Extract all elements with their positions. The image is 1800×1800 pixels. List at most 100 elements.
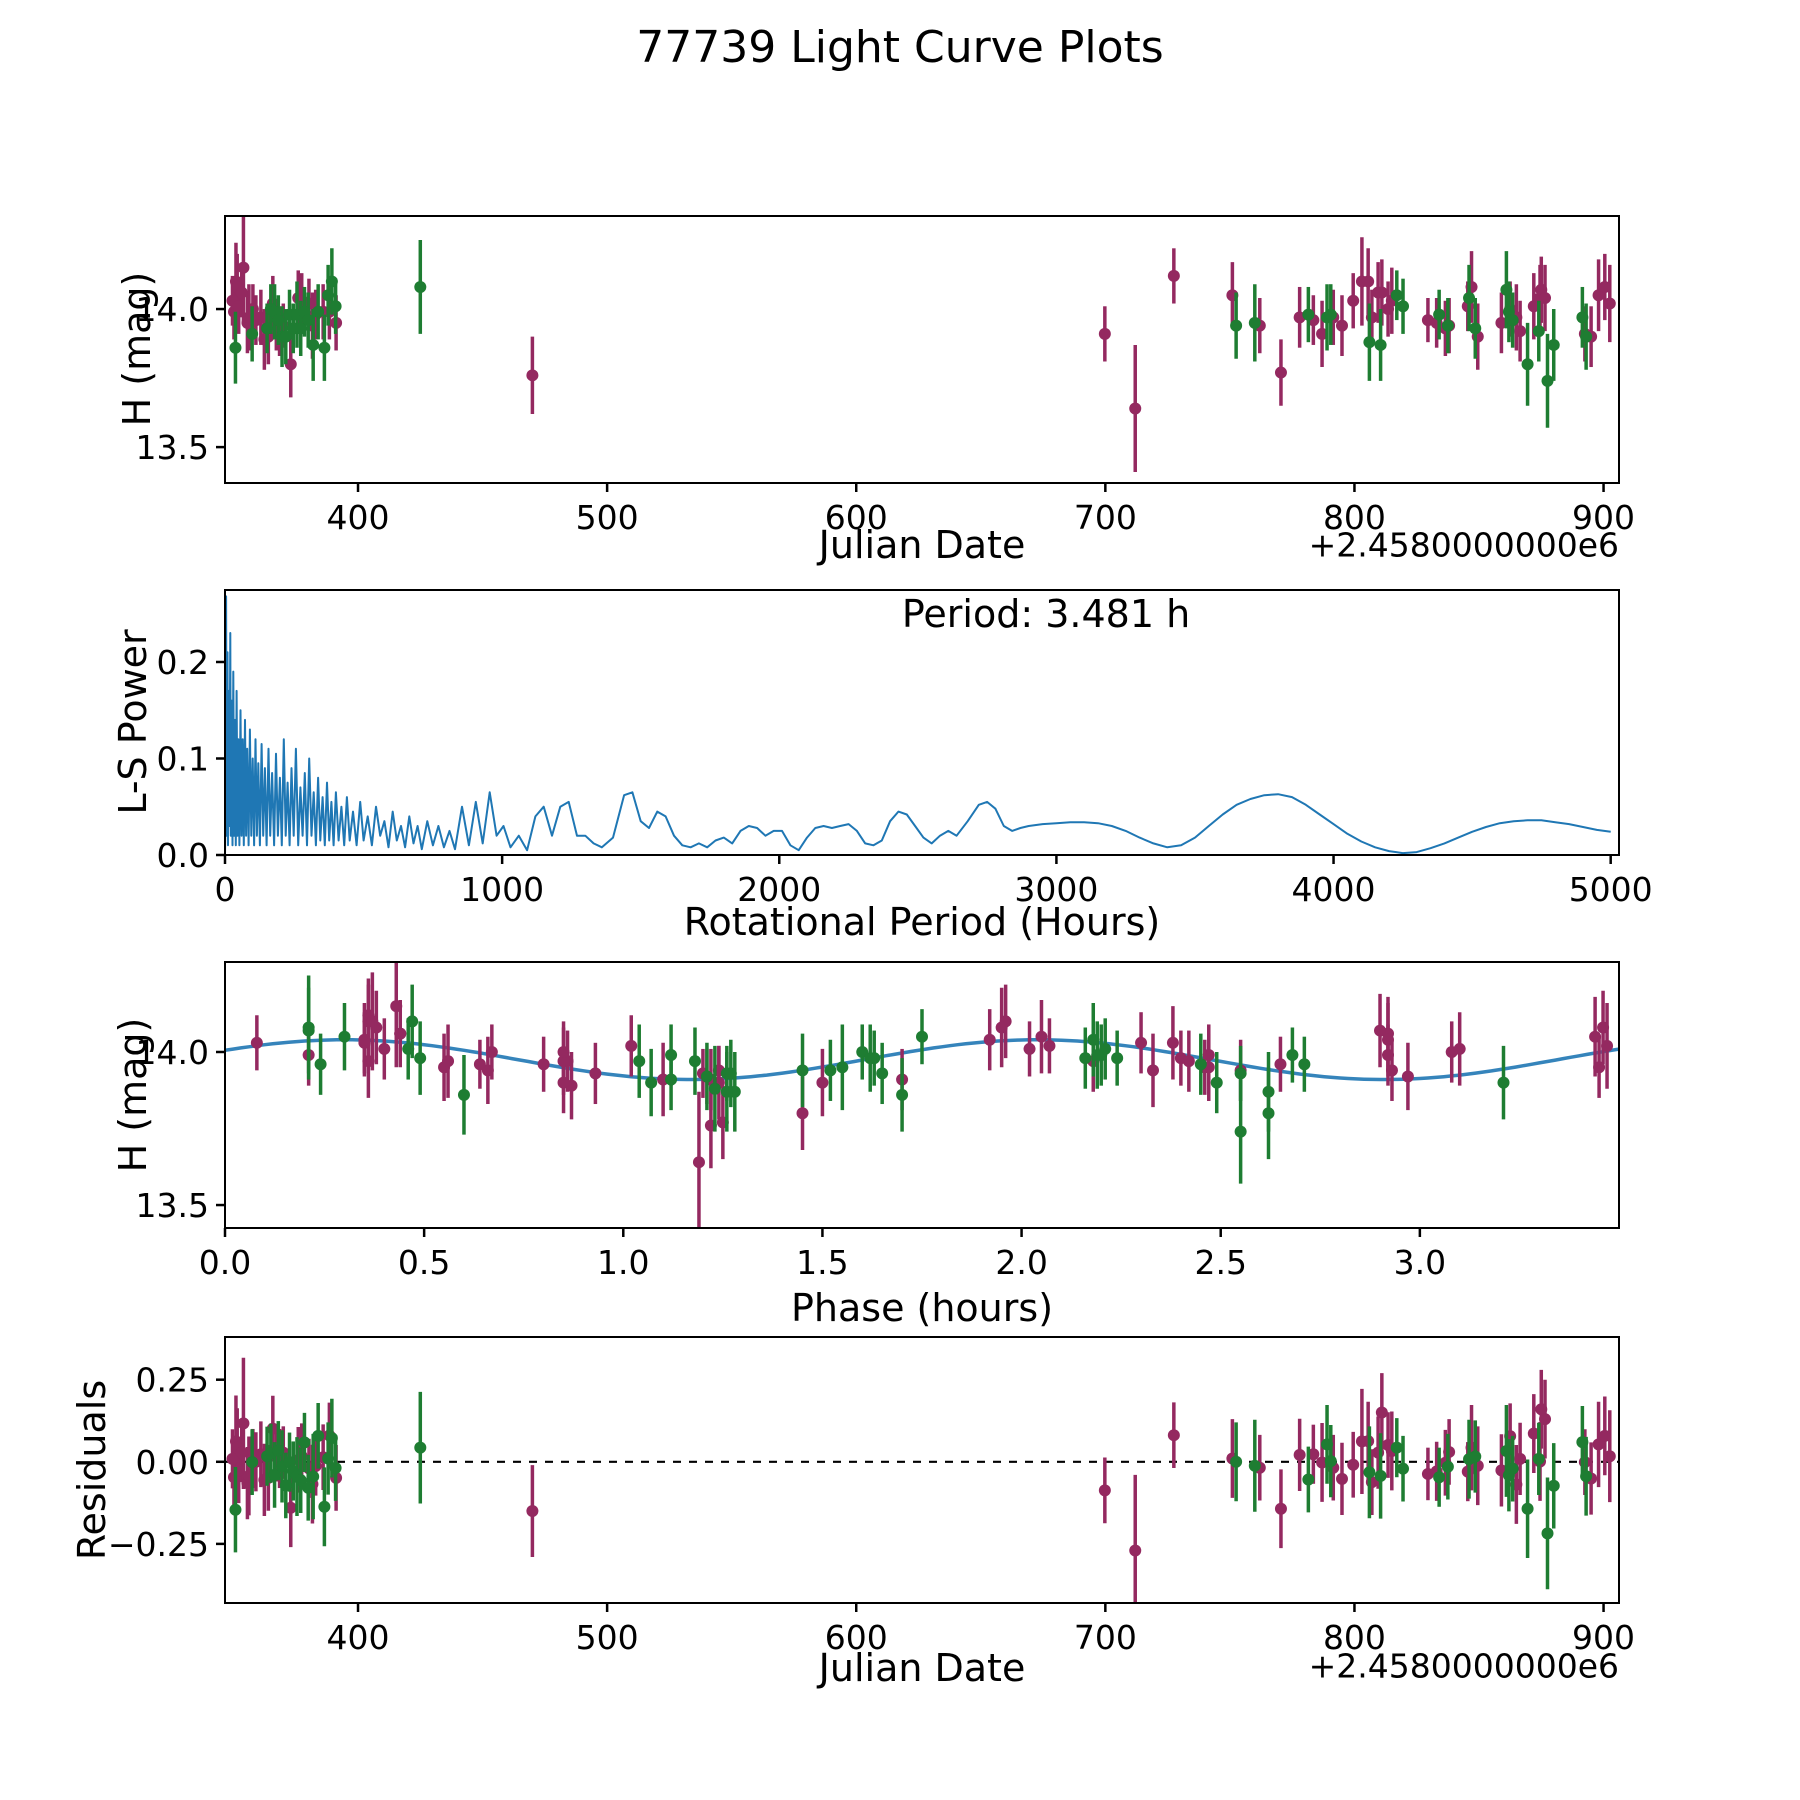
data-point [1433,1471,1446,1484]
lightcurve-series-series_green [229,240,1593,428]
svg-text:400: 400 [327,1618,390,1657]
data-point [1293,1448,1306,1461]
data-point [1098,1484,1111,1497]
svg-text:1000: 1000 [460,870,544,909]
data-point [1521,358,1534,371]
data-point [1234,1067,1247,1080]
data-point [294,322,307,335]
data-point [557,1076,570,1089]
data-point [284,358,297,371]
data-point [1390,1441,1403,1454]
data-point [1234,1125,1247,1138]
svg-text:500: 500 [576,498,639,537]
data-point [307,1470,320,1483]
phase-ticks: 0.0 0.5 1.0 1.5 2.0 2.5 3.0 14.0 13.5 [136,1033,1447,1282]
data-point [229,341,242,354]
data-point [1129,1544,1142,1557]
data-point [325,1432,338,1445]
lightcurve-data-layer [226,216,1616,472]
data-point [261,322,274,335]
svg-text:700: 700 [1074,1618,1137,1657]
data-point [237,1417,250,1430]
data-point [394,1027,407,1040]
data-point [268,1468,281,1481]
data-point [633,1055,646,1068]
data-point [325,275,338,288]
data-point [1202,1049,1215,1062]
lightcurve-xlabel: Julian Date [818,523,1026,567]
data-point [896,1088,909,1101]
svg-text:13.5: 13.5 [136,1186,209,1225]
data-point [1381,1033,1394,1046]
data-point [537,1058,550,1071]
data-point [1441,319,1454,332]
data-point [1091,1049,1104,1062]
data-point [1166,1036,1179,1049]
svg-text:500: 500 [576,1618,639,1657]
data-point [916,1030,928,1043]
data-point [284,1501,297,1514]
svg-text:0.00: 0.00 [136,1443,209,1482]
data-point [1375,286,1388,299]
data-point [414,1441,427,1454]
data-point [1248,316,1261,329]
data-point [1079,1052,1092,1065]
svg-text:1.5: 1.5 [796,1243,848,1282]
data-point [1087,1033,1100,1046]
data-point [312,1429,325,1442]
data-point [983,1033,996,1046]
phase-data-layer [225,962,1619,1228]
data-point [816,1076,829,1089]
data-point [1262,1085,1275,1098]
data-point [625,1039,638,1052]
data-point [294,1474,307,1487]
data-point [1363,336,1376,349]
data-point [485,1045,498,1058]
data-point [322,289,335,302]
lightcurve-axes-frame [224,215,1620,484]
data-point [1302,1473,1315,1486]
data-point [700,1070,713,1083]
periodogram-ylabel: L-S Power [111,629,155,815]
data-point [1375,1406,1388,1419]
data-point [1135,1036,1148,1049]
data-point [1347,1458,1360,1471]
data-point [864,1052,877,1065]
svg-text:800: 800 [1323,498,1386,537]
data-point [1335,1472,1348,1485]
residuals-ylabel: Residuals [70,1379,114,1561]
data-point [1598,1429,1611,1442]
data-point [1316,327,1329,340]
data-point [1598,280,1611,293]
data-point [645,1076,658,1089]
data-point [1603,1450,1616,1463]
data-point [1248,1459,1261,1472]
data-point [235,286,248,299]
data-point [526,1505,539,1518]
data-point [272,1444,285,1457]
lightcurve-axis-offset: +2.4580000000e6 [1308,525,1619,565]
svg-text:14.0: 14.0 [136,290,209,329]
data-point [1111,1052,1124,1065]
residuals-series-series_green [229,1391,1593,1590]
data-point [1500,283,1513,296]
data-point [1592,1438,1605,1451]
data-point [1441,1460,1454,1473]
data-point [824,1064,837,1077]
data-point [1547,338,1560,351]
data-point [1167,1429,1180,1442]
data-point [557,1055,570,1068]
data-point [457,1088,470,1101]
svg-text:0: 0 [215,870,236,909]
data-point [1262,1107,1275,1120]
data-point [362,1055,375,1068]
data-point [1321,1438,1334,1451]
residuals-xlabel: Julian Date [818,1646,1026,1690]
data-point [254,311,267,324]
data-point [1385,1064,1398,1077]
data-point [1532,325,1545,338]
data-point [526,369,539,382]
data-point [1298,1058,1311,1071]
